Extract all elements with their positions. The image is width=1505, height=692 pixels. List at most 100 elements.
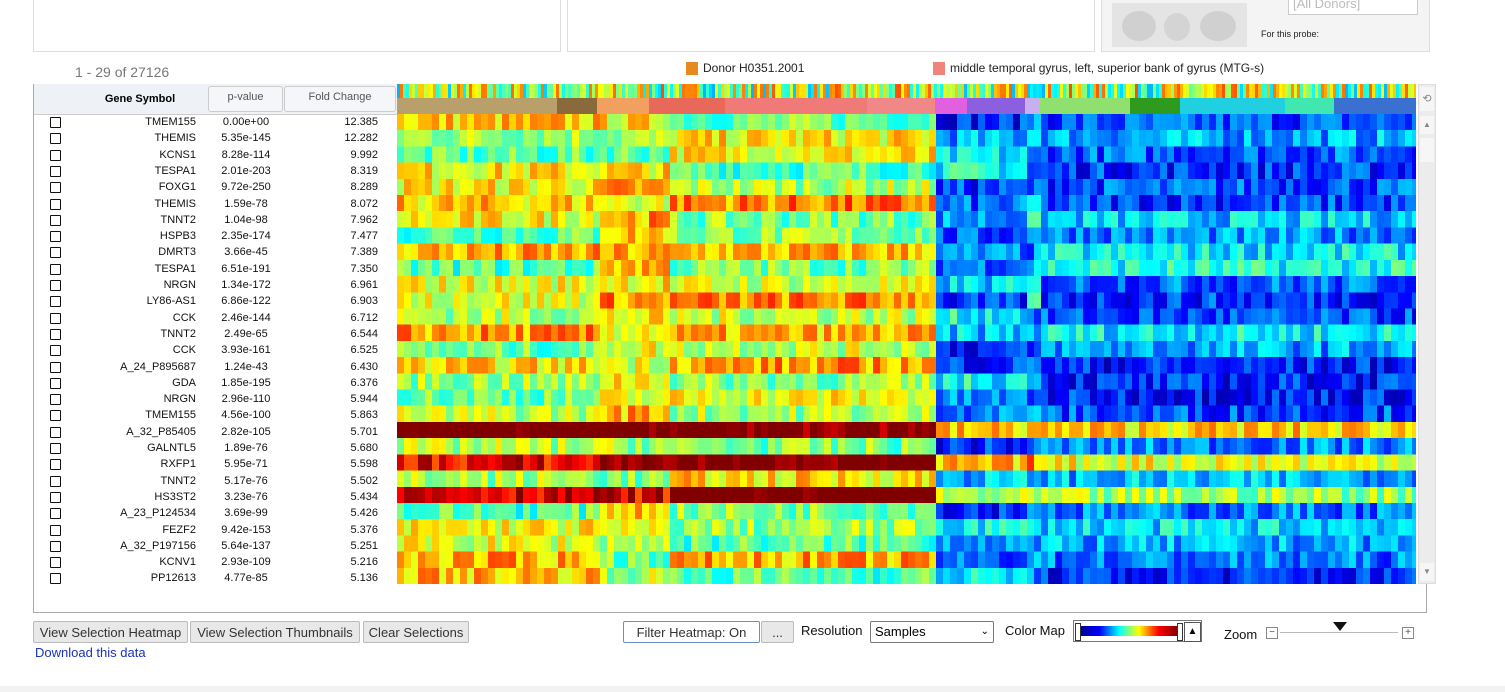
view-thumbnails-button[interactable]: View Selection Thumbnails [190, 621, 360, 643]
heatmap-cell [992, 373, 999, 391]
sample-color-stripe [1264, 84, 1267, 98]
heatmap-cell [467, 292, 474, 309]
heatmap-cell [516, 357, 523, 374]
row-checkbox[interactable] [50, 117, 61, 128]
heatmap-cell [817, 454, 824, 472]
view-heatmap-button[interactable]: View Selection Heatmap [33, 621, 188, 643]
heatmap-cell [1069, 243, 1076, 261]
colormap-handle[interactable] [1075, 623, 1081, 641]
heatmap-cell [761, 243, 768, 261]
resolution-select[interactable]: Samples ⌄ [870, 621, 994, 643]
heatmap-cell [838, 438, 845, 455]
scroll-down[interactable]: ▼ [1420, 563, 1434, 581]
row-checkbox[interactable] [50, 475, 61, 487]
row-checkbox[interactable] [50, 133, 61, 145]
row-checkbox[interactable] [50, 328, 61, 340]
heatmap-cell [453, 438, 460, 455]
header-gene-symbol[interactable]: Gene Symbol [104, 93, 176, 105]
heatmap-cell [1020, 324, 1027, 342]
row-checkbox[interactable] [50, 165, 61, 177]
heatmap-cell [397, 551, 404, 569]
heatmap-cell [502, 324, 509, 342]
heatmap-cell [1377, 146, 1384, 164]
zoom-thumb[interactable] [1333, 622, 1347, 631]
row-checkbox[interactable] [50, 573, 61, 585]
zoom-in[interactable]: + [1402, 627, 1414, 639]
heatmap-cell [404, 276, 411, 293]
heatmap-cell [558, 470, 565, 488]
clear-selections-button[interactable]: Clear Selections [363, 621, 469, 643]
row-checkbox[interactable] [50, 345, 61, 357]
heatmap-cell [614, 324, 621, 342]
row-checkbox[interactable] [50, 459, 61, 471]
scroll-up[interactable]: ▲ [1420, 116, 1434, 134]
row-checkbox[interactable] [50, 524, 61, 536]
donor-select[interactable]: [All Donors] [1288, 0, 1418, 15]
heatmap-cell [488, 567, 495, 584]
zoom-out[interactable]: − [1266, 627, 1278, 639]
more-button[interactable]: ... [761, 621, 794, 643]
heatmap-cell [1244, 421, 1251, 439]
sample-color-stripe [802, 84, 805, 98]
scroll-thumb[interactable] [1420, 138, 1434, 162]
row-checkbox[interactable] [50, 231, 61, 243]
download-link[interactable]: Download this data [35, 645, 146, 660]
heatmap-cell [1048, 340, 1055, 358]
heatmap-cell [663, 292, 670, 309]
row-checkbox[interactable] [50, 247, 61, 259]
row-checkbox[interactable] [50, 426, 61, 438]
heatmap-cell [957, 114, 964, 131]
row-checkbox[interactable] [50, 491, 61, 503]
heatmap-cell [964, 454, 971, 472]
row-checkbox[interactable] [50, 312, 61, 324]
heatmap-cell [789, 535, 796, 553]
sample-color-stripe [397, 84, 400, 98]
heatmap-cell [558, 130, 565, 147]
row-checkbox[interactable] [50, 377, 61, 389]
row-checkbox[interactable] [50, 540, 61, 552]
heatmap-cell [1013, 567, 1020, 584]
row-checkbox[interactable] [50, 361, 61, 373]
colormap-control[interactable]: ▲ [1073, 620, 1202, 642]
row-checkbox[interactable] [50, 263, 61, 275]
heatmap-cell [1160, 227, 1167, 245]
heatmap-cell [1265, 389, 1272, 407]
heatmap-cell [1412, 259, 1416, 277]
heatmap-cell [1195, 405, 1202, 423]
row-checkbox[interactable] [50, 443, 61, 454]
heatmap-cell [1230, 114, 1237, 131]
heatmap-cell [1314, 421, 1321, 439]
row-checkbox[interactable] [50, 182, 61, 194]
heatmap-cell [1181, 259, 1188, 277]
row-checkbox[interactable] [50, 557, 61, 569]
filter-button[interactable]: Filter Heatmap: On [623, 621, 760, 643]
heatmap-cell [957, 227, 964, 245]
heatmap-cell [544, 340, 551, 358]
heatmap-cell [1195, 470, 1202, 488]
row-checkbox[interactable] [50, 149, 61, 161]
row-checkbox[interactable] [50, 214, 61, 226]
heatmap-cell [1097, 130, 1104, 147]
heatmap-cell [796, 340, 803, 358]
heatmap-cell [1335, 259, 1342, 277]
heatmap-cell [1265, 114, 1272, 131]
heatmap-cell [712, 243, 719, 261]
row-checkbox[interactable] [50, 296, 61, 308]
heatmap-cell [544, 227, 551, 245]
sample-color-band [1334, 98, 1416, 114]
sample-color-stripe [1249, 84, 1252, 98]
row-checkbox[interactable] [50, 508, 61, 520]
row-checkbox[interactable] [50, 280, 61, 291]
row-checkbox[interactable] [50, 394, 61, 406]
colormap-toggle[interactable]: ▲ [1184, 622, 1201, 642]
heatmap-cell [1048, 486, 1055, 504]
scrollbar[interactable]: ⟲ ▲ ▼ [1418, 84, 1436, 584]
colormap-handle[interactable] [1177, 623, 1183, 641]
heatmap-cell [1111, 486, 1118, 504]
heatmap-cell [922, 519, 929, 536]
reset-icon[interactable]: ⟲ [1420, 87, 1434, 111]
row-checkbox[interactable] [50, 410, 61, 422]
header-fold-change[interactable]: Fold Change [284, 86, 396, 112]
row-checkbox[interactable] [50, 198, 61, 210]
header-p-value[interactable]: p-value [208, 86, 283, 112]
